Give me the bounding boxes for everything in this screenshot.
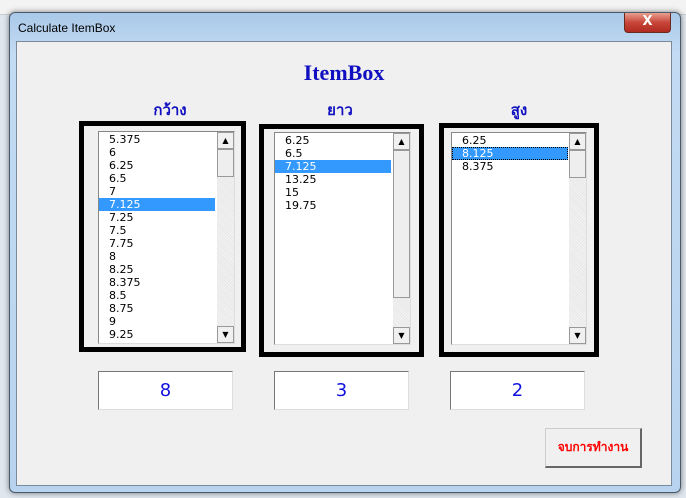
list-item[interactable]: 8 — [109, 250, 116, 263]
scroll-up-arrow-icon[interactable]: ▲ — [393, 133, 410, 150]
scroll-down-arrow-icon[interactable]: ▼ — [217, 326, 234, 343]
list-item[interactable]: 7.125 — [275, 160, 391, 173]
list-item[interactable]: 7.125 — [99, 198, 215, 211]
column-label: กว้าง — [153, 103, 187, 119]
list-item[interactable]: 8.75 — [109, 302, 134, 315]
value-listbox[interactable]: 5.375 6 6.25 6.5 7 7.125 7.25 7.5 7.75 8 8.25 8.375… — [98, 131, 235, 344]
dialog-client: ItemBox กว้าง 5.375 6 6.25 6.5 7 7.125 7.25 7.5 7… — [16, 41, 672, 486]
result-textbox[interactable]: 3 — [274, 371, 409, 410]
list-item[interactable]: 8.5 — [109, 289, 127, 302]
list-item[interactable]: 5.375 — [109, 133, 141, 146]
list-item[interactable]: 6.25 — [285, 134, 310, 147]
list-item[interactable]: 8.375 — [109, 276, 141, 289]
list-item[interactable]: 6.5 — [109, 172, 127, 185]
list-item[interactable]: 6.25 — [462, 134, 487, 147]
scrollbar[interactable]: ▲ ▼ — [393, 133, 410, 344]
scroll-up-arrow-icon[interactable]: ▲ — [569, 133, 586, 150]
result-textbox[interactable]: 8 — [98, 371, 233, 410]
page-title: ItemBox — [303, 60, 385, 85]
scroll-up-arrow-icon[interactable]: ▲ — [217, 132, 234, 149]
scrollbar[interactable]: ▲ ▼ — [569, 133, 586, 344]
list-item[interactable]: 15 — [285, 186, 299, 199]
scrollbar[interactable]: ▲ ▼ — [217, 132, 234, 343]
list-item[interactable]: 9 — [109, 315, 116, 328]
list-item[interactable]: 9.25 — [109, 328, 134, 341]
scroll-down-arrow-icon[interactable]: ▼ — [569, 327, 586, 344]
column-label: ยาว — [327, 103, 353, 119]
list-item[interactable]: 6 — [109, 146, 116, 159]
list-item[interactable]: 7.75 — [109, 237, 134, 250]
window-title: Calculate ItemBox — [18, 21, 116, 35]
scroll-thumb[interactable] — [393, 150, 410, 298]
list-item[interactable]: 8.25 — [109, 263, 134, 276]
list-item[interactable]: 7.5 — [109, 224, 127, 237]
list-item[interactable]: 6.5 — [285, 147, 303, 160]
list-item[interactable]: 8.125 — [452, 147, 568, 160]
value-listbox[interactable]: 6.25 8.125 8.375 ▲ ▼ — [451, 132, 587, 345]
value-listbox[interactable]: 6.25 6.5 7.125 13.25 15 19.75 ▲ ▼ — [274, 132, 411, 345]
dialog-window: Calculate ItemBox X ItemBox กว้าง 5.375 6 6… — [9, 12, 681, 493]
close-button[interactable]: X — [624, 13, 671, 33]
list-item[interactable]: 7.25 — [109, 211, 134, 224]
list-item[interactable]: 13.25 — [285, 173, 317, 186]
list-item[interactable]: 19.75 — [285, 199, 317, 212]
scroll-thumb[interactable] — [217, 149, 234, 177]
scroll-thumb[interactable] — [569, 150, 586, 178]
list-item[interactable]: 6.25 — [109, 159, 134, 172]
result-textbox[interactable]: 2 — [450, 371, 585, 410]
scroll-down-arrow-icon[interactable]: ▼ — [393, 327, 410, 344]
list-item[interactable]: 7 — [109, 185, 116, 198]
exit-button[interactable]: จบการทำงาน — [545, 428, 642, 468]
list-item[interactable]: 8.375 — [462, 160, 494, 173]
column-label: สูง — [510, 103, 528, 119]
